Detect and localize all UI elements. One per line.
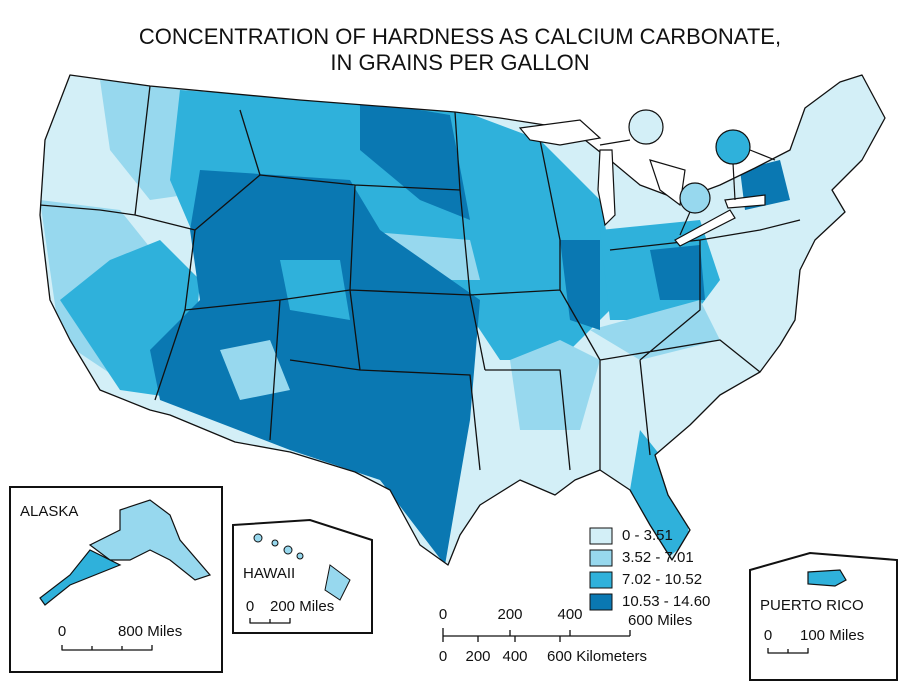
scale-bar	[767, 648, 809, 654]
hawaii-shape	[253, 533, 351, 601]
inset-label: HAWAII	[243, 565, 295, 582]
region	[220, 340, 290, 400]
scale-label: 100 Miles	[800, 627, 864, 644]
lake-callouts	[599, 109, 776, 236]
region	[630, 430, 690, 560]
title-line: CONCENTRATION OF HARDNESS AS CALCIUM CAR…	[139, 24, 781, 49]
scale-label: 800 Miles	[118, 623, 182, 640]
region	[280, 260, 350, 320]
scale-label: 200	[497, 606, 522, 623]
region	[510, 340, 600, 430]
scale-label: 0	[246, 598, 254, 615]
hawaii-inset	[232, 518, 373, 634]
legend-swatch	[589, 549, 613, 567]
inset-label: ALASKA	[20, 503, 78, 520]
scale-label: 0	[439, 648, 447, 665]
great-lakes	[518, 119, 766, 247]
region	[150, 170, 480, 565]
inset-label: PUERTO RICO	[760, 597, 864, 614]
legend: 0 - 3.51 3.52 - 7.01 7.02 - 10.52 10.53 - 1…	[589, 527, 710, 611]
alaska-shape	[88, 499, 212, 581]
scale-bar	[249, 618, 291, 624]
scale-label: 0	[764, 627, 772, 644]
scale-label: 0	[439, 606, 447, 623]
legend-swatch	[589, 593, 613, 611]
region	[360, 100, 470, 220]
region	[650, 245, 705, 300]
legend-swatch	[589, 571, 613, 589]
scale-bar	[442, 628, 631, 642]
legend-label: 3.52 - 7.01	[622, 549, 694, 566]
scale-label: 400	[502, 648, 527, 665]
legend-swatch	[589, 527, 613, 545]
alaska-inset	[9, 486, 223, 673]
state-borders	[39, 85, 801, 471]
alaska-shape	[39, 549, 122, 606]
scale-label: 600 Kilometers	[547, 648, 647, 665]
scale-label: 200	[465, 648, 490, 665]
scale-label: 0	[58, 623, 66, 640]
scale-bar	[61, 645, 153, 651]
scale-label: 200 Miles	[270, 598, 334, 615]
puerto-rico-shape	[807, 569, 847, 587]
scale-label: 400	[557, 606, 582, 623]
legend-label: 10.53 - 14.60	[622, 593, 710, 610]
legend-label: 7.02 - 10.52	[622, 571, 702, 588]
puerto-rico-inset	[749, 551, 898, 681]
legend-label: 0 - 3.51	[622, 527, 673, 544]
title-line: IN GRAINS PER GALLON	[330, 50, 589, 75]
scale-label: 600 Miles	[628, 612, 692, 629]
